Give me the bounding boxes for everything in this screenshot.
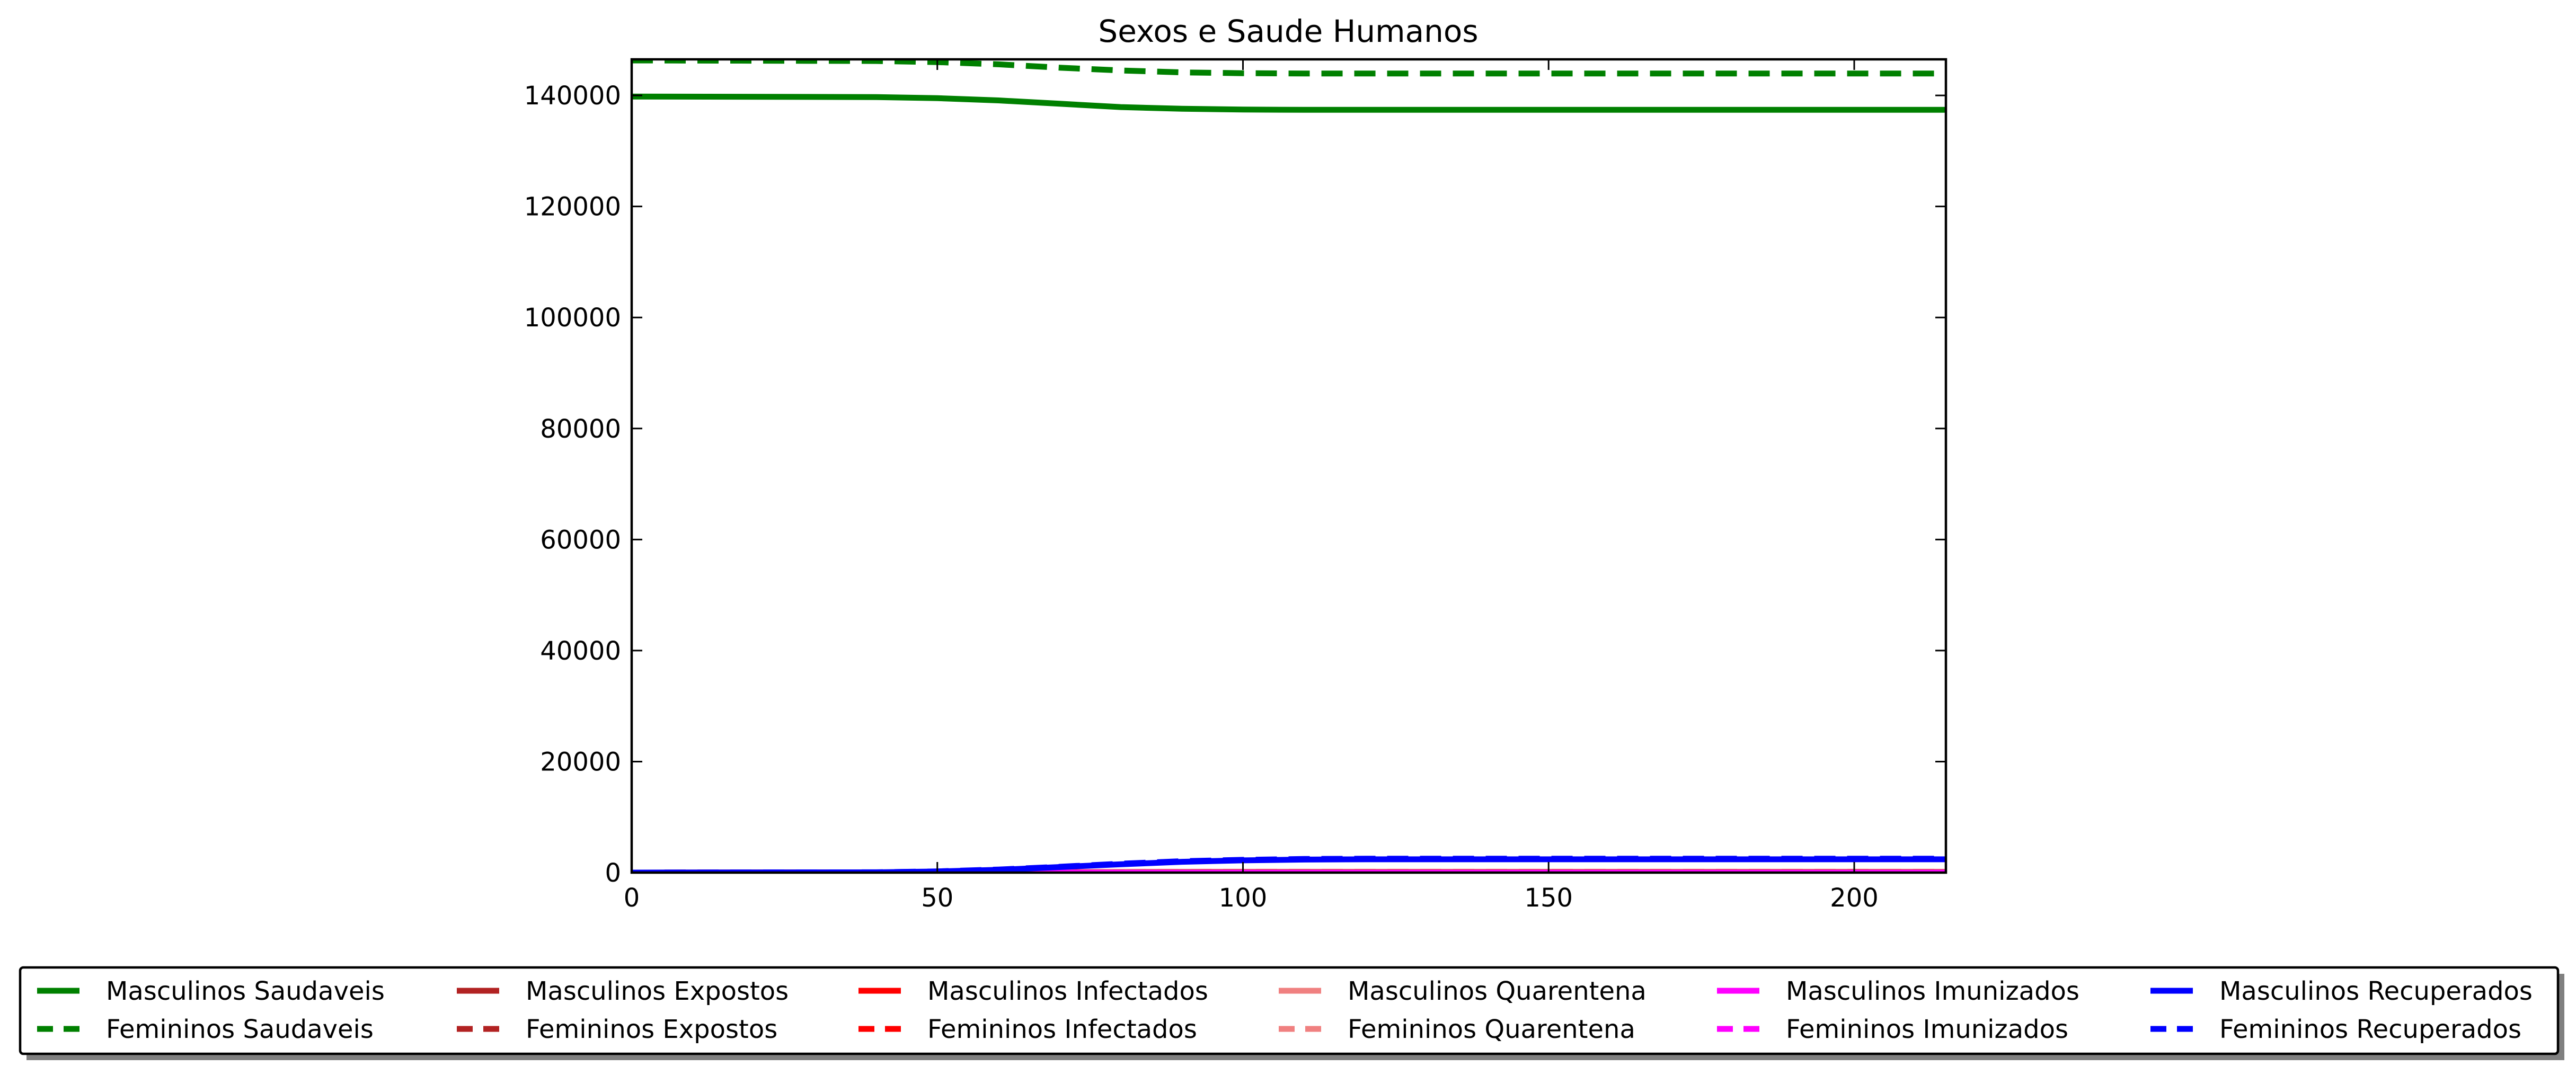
x-tick-label: 0 [624,883,640,913]
legend-label: Femininos Recuperados [2219,1015,2521,1044]
legend-item: Masculinos Infectados [858,976,1208,1006]
legend-item: Femininos Quarentena [1279,1015,1635,1044]
legend-item: Masculinos Saudaveis [37,976,385,1006]
legend-box [19,966,2560,1055]
plot-area: 0 50 100 150 200 0 20000 40000 60000 80000 100000 1… [524,58,1948,913]
legend-label: Femininos Infectados [927,1015,1197,1044]
legend-item: Femininos Infectados [858,1015,1197,1044]
legend-label: Femininos Expostos [526,1015,777,1044]
x-tick-label: 50 [921,883,953,913]
x-tick-label: 100 [1219,883,1268,913]
legend-label: Femininos Imunizados [1786,1015,2068,1044]
legend-label: Masculinos Recuperados [2219,976,2533,1006]
legend-item: Masculinos Recuperados [2150,976,2533,1006]
series-line-12 [632,856,1946,873]
legend-label: Femininos Quarentena [1348,1015,1635,1044]
legend-item: Femininos Expostos [457,1015,777,1044]
legend-item: Femininos Recuperados [2150,1015,2521,1044]
y-tick-label: 80000 [540,414,621,444]
y-tick-label: 20000 [540,747,621,777]
legend-item: Masculinos Expostos [457,976,789,1006]
legend-label: Masculinos Expostos [526,976,789,1006]
legend-label: Masculinos Imunizados [1786,976,2079,1006]
x-tick-label: 200 [1830,883,1879,913]
y-tick-label: 60000 [540,525,621,555]
legend-label: Masculinos Quarentena [1348,976,1646,1006]
y-tick-label: 40000 [540,636,621,666]
legend-item: Femininos Imunizados [1717,1015,2068,1044]
legend: Masculinos Saudaveis Femininos Saudaveis M… [19,966,2564,1060]
legend-label: Femininos Saudaveis [106,1015,374,1044]
y-tick-label: 100000 [524,303,621,333]
chart-title: Sexos e Saude Humanos [1098,13,1478,49]
legend-item: Femininos Saudaveis [37,1015,374,1044]
series-line-2 [632,59,1946,77]
legend-item: Masculinos Quarentena [1279,976,1646,1006]
y-tick-label: 120000 [524,192,621,222]
x-tick-label: 150 [1524,883,1573,913]
legend-item: Masculinos Imunizados [1717,976,2079,1006]
axes-frame [630,58,1948,874]
y-tick-label: 140000 [524,81,621,111]
series-line-1 [632,93,1946,113]
legend-label: Masculinos Saudaveis [106,976,385,1006]
y-tick-label: 0 [605,858,621,888]
legend-label: Masculinos Infectados [927,976,1208,1006]
